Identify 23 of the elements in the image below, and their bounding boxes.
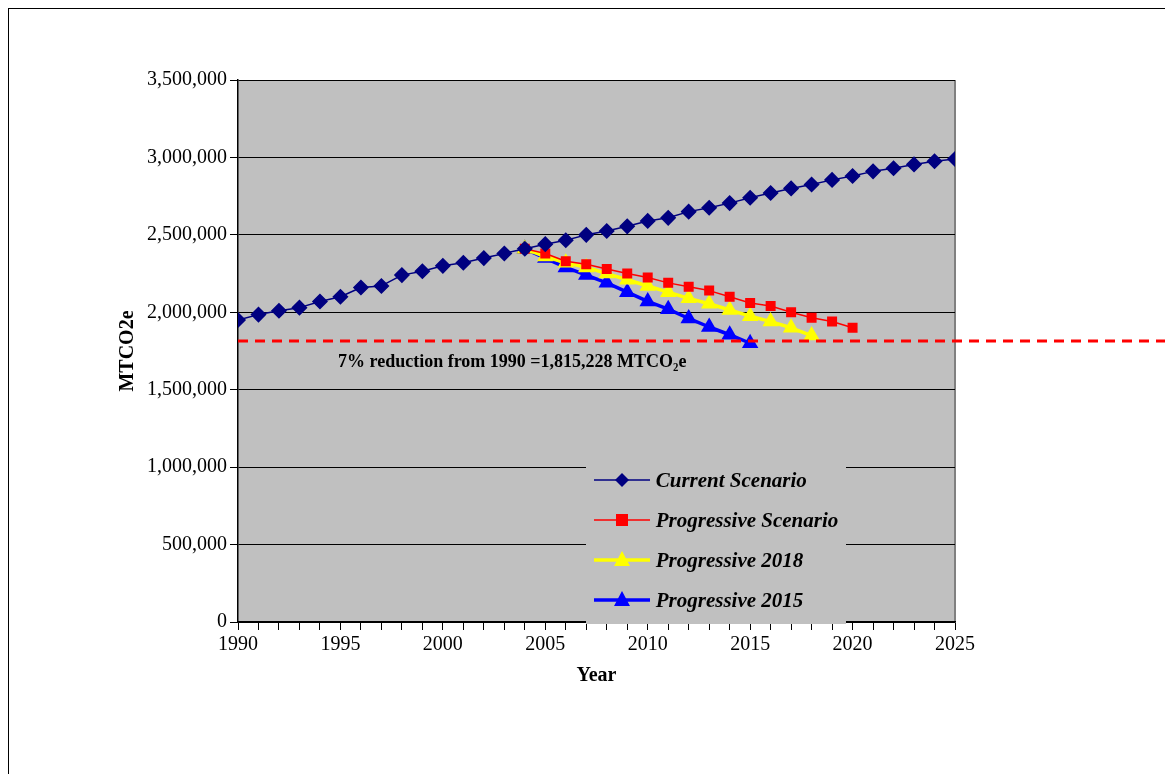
y-axis-title: MTCO2e	[115, 310, 138, 392]
legend-label: Current Scenario	[655, 467, 807, 493]
y-tick-label: 0	[217, 609, 227, 632]
x-tick-label: 2000	[422, 632, 463, 655]
legend-label: Progressive 2015	[655, 587, 804, 613]
y-tick-label: 2,000,000	[147, 299, 227, 322]
ref-line-label: 7% reduction from 1990 =1,815,228 MTCO₂e	[338, 350, 687, 371]
x-tick-label: 2015	[730, 632, 771, 655]
y-tick-label: 1,000,000	[147, 454, 227, 477]
y-tick-label: 1,500,000	[147, 376, 227, 399]
x-axis-title: Year	[576, 663, 617, 686]
x-tick-label: 2020	[832, 632, 873, 655]
x-tick-label: 2025	[935, 632, 975, 655]
y-tick-label: 3,000,000	[147, 144, 227, 167]
x-tick-label: 1990	[218, 632, 258, 655]
y-tick-label: 500,000	[162, 531, 227, 554]
y-tick-label: 2,500,000	[147, 222, 227, 245]
legend-label: Progressive 2018	[655, 547, 804, 573]
legend-label: Progressive Scenario	[655, 507, 839, 533]
x-tick-label: 1995	[320, 632, 361, 655]
x-tick-label: 2005	[525, 632, 566, 655]
x-tick-label: 2010	[627, 632, 668, 655]
y-tick-label: 3,500,000	[147, 67, 227, 90]
